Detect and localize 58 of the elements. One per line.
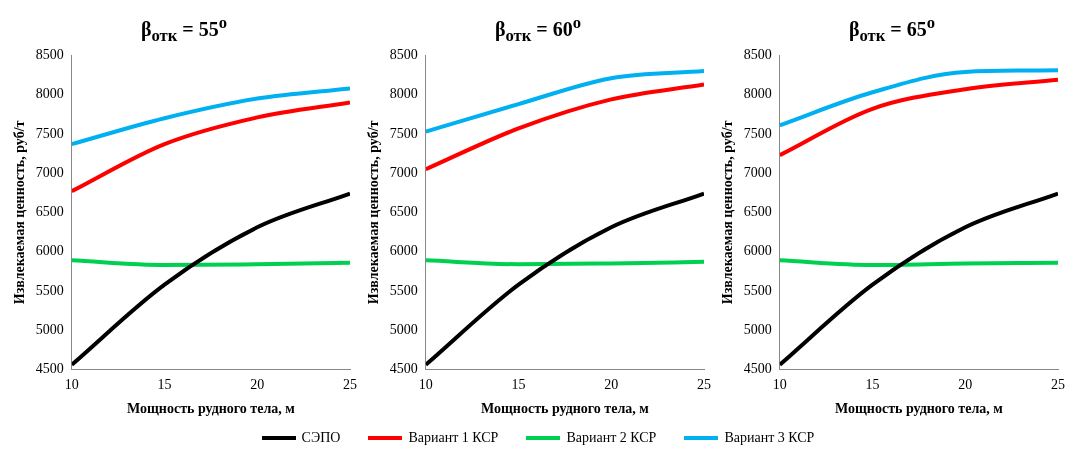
x-tick-label: 15 bbox=[865, 377, 880, 393]
chart-title: β$_{отк}$ = 65$^{o}$ bbox=[847, 12, 937, 45]
x-tick-label: 25 bbox=[343, 377, 357, 393]
x-tick-label: 20 bbox=[604, 377, 619, 393]
y-tick-label: 4500 bbox=[389, 361, 418, 377]
line-series bbox=[779, 77, 1058, 158]
x-tick-label: 20 bbox=[958, 377, 973, 393]
y-tick-label: 6500 bbox=[389, 204, 418, 220]
y-tick-label: 8500 bbox=[35, 47, 64, 63]
x-tick-label: 10 bbox=[64, 377, 79, 393]
legend-label: Вариант 1 КСР bbox=[408, 430, 499, 446]
y-tick-label: 5500 bbox=[389, 282, 418, 298]
y-tick-label: 7500 bbox=[35, 125, 64, 141]
x-axis-title: Мощность рудного тела, м bbox=[835, 401, 1004, 417]
y-tick-label: 6500 bbox=[743, 204, 772, 220]
chart-title: β$_{отк}$ = 55$^{o}$ bbox=[139, 12, 229, 45]
y-tick-label: 5000 bbox=[389, 321, 418, 337]
y-tick-label: 7500 bbox=[743, 125, 772, 141]
x-axis-title: Мощность рудного тела, м bbox=[127, 401, 296, 417]
y-tick-label: 5000 bbox=[35, 321, 64, 337]
x-tick-label: 10 bbox=[418, 377, 433, 393]
y-tick-label: 7000 bbox=[35, 164, 64, 180]
y-tick-label: 5000 bbox=[743, 321, 772, 337]
y-tick-label: 4500 bbox=[743, 361, 772, 377]
x-tick-label: 15 bbox=[511, 377, 526, 393]
y-tick-label: 8500 bbox=[743, 47, 772, 63]
line-series bbox=[71, 100, 350, 194]
y-axis-title: Извлекаемая ценность, руб/т bbox=[720, 120, 736, 305]
x-tick-label: 10 bbox=[772, 377, 787, 393]
y-tick-label: 6000 bbox=[389, 243, 418, 259]
legend-label: Вариант 3 КСР bbox=[724, 430, 815, 446]
y-tick-label: 5500 bbox=[35, 282, 64, 298]
y-axis-title: Извлекаемая ценность, руб/т bbox=[366, 120, 382, 305]
y-tick-label: 5500 bbox=[743, 282, 772, 298]
y-tick-label: 7500 bbox=[389, 125, 418, 141]
line-series bbox=[71, 86, 350, 147]
chart-title: β$_{отк}$ = 60$^{o}$ bbox=[493, 12, 583, 45]
x-tick-label: 25 bbox=[697, 377, 711, 393]
line-series bbox=[779, 68, 1058, 128]
legend-label: СЭПО bbox=[301, 430, 341, 446]
y-tick-label: 8500 bbox=[389, 47, 418, 63]
y-tick-label: 6000 bbox=[35, 243, 64, 259]
y-tick-label: 8000 bbox=[743, 86, 772, 102]
x-tick-label: 15 bbox=[157, 377, 172, 393]
y-tick-label: 4500 bbox=[35, 361, 64, 377]
y-tick-label: 7000 bbox=[743, 164, 772, 180]
legend-label: Вариант 2 КСР bbox=[566, 430, 657, 446]
line-series bbox=[425, 82, 704, 172]
line-series bbox=[425, 69, 704, 134]
y-axis-title: Извлекаемая ценность, руб/т bbox=[12, 120, 28, 305]
x-tick-label: 20 bbox=[250, 377, 265, 393]
x-axis-title: Мощность рудного тела, м bbox=[481, 401, 650, 417]
y-tick-label: 6500 bbox=[35, 204, 64, 220]
y-tick-label: 7000 bbox=[389, 164, 418, 180]
y-tick-label: 8000 bbox=[389, 86, 418, 102]
y-tick-label: 6000 bbox=[743, 243, 772, 259]
y-tick-label: 8000 bbox=[35, 86, 64, 102]
x-tick-label: 25 bbox=[1051, 377, 1065, 393]
